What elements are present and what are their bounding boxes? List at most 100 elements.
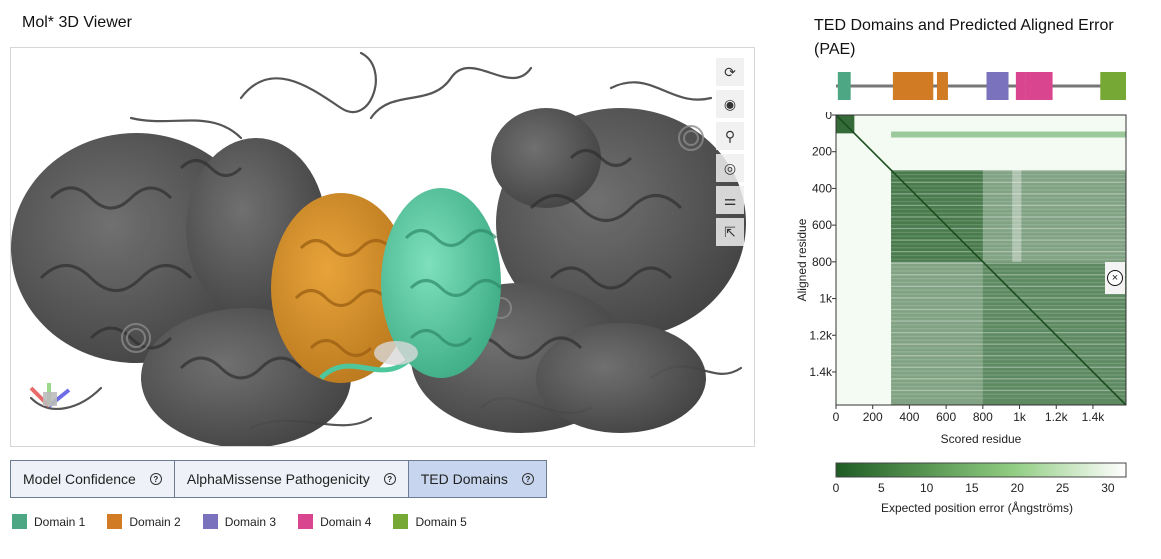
heatmap-stripe	[891, 324, 1126, 326]
legend-swatch	[12, 514, 27, 529]
ted-domain-track	[836, 72, 1126, 100]
reset-camera-button[interactable]: ⟳	[716, 58, 744, 86]
heatmap-stripe	[891, 212, 1126, 214]
heatmap-stripe	[891, 189, 1126, 191]
legend-label: Domain 2	[129, 514, 181, 529]
heatmap-stripe	[891, 304, 1126, 307]
legend-item: Domain 3	[202, 514, 276, 529]
heatmap-stripe	[891, 382, 1126, 384]
heatmap-stripe	[891, 270, 1126, 272]
heatmap-stripe	[891, 393, 1126, 395]
legend-swatch	[202, 514, 218, 529]
heatmap-stripe	[891, 397, 1126, 399]
heatmap-band	[1012, 170, 1022, 262]
help-icon[interactable]: ?	[149, 473, 162, 485]
scale-tick-label: 30	[1101, 481, 1115, 495]
pae-color-scale: 0 5 10 15 20 25 30 Expected position error (Ång…	[833, 462, 1127, 515]
heatmap-stripe	[891, 254, 1126, 257]
legend-swatch	[298, 514, 314, 529]
help-icon[interactable]: ?	[521, 473, 534, 485]
x-tick-label: 0	[833, 410, 840, 424]
tab-model-confidence[interactable]: Model Confidence?	[10, 460, 175, 498]
domain-segment[interactable]	[1015, 72, 1026, 100]
heatmap-stripe	[891, 281, 1126, 284]
heatmap-stripe	[891, 239, 1126, 241]
heatmap-stripe	[891, 297, 1126, 299]
legend-item: Domain 4	[298, 514, 371, 529]
heatmap-stripe	[891, 266, 1126, 268]
heatmap-stripe	[891, 231, 1126, 234]
heatmap-stripe	[891, 362, 1126, 365]
heatmap-stripe	[891, 370, 1126, 372]
heatmap-stripe	[891, 285, 1126, 287]
heatmap-stripe	[891, 193, 1126, 195]
pae-heatmap-chart[interactable]: 0 200 400 600 800 1k 1.2k 1.4k 0 200 400 600 800 1k 1.…	[795, 112, 1155, 452]
screenshot-button[interactable]: ◉	[716, 90, 744, 118]
heatmap-stripe	[891, 247, 1126, 249]
heatmap-stripe	[891, 378, 1126, 380]
x-tick-label: 1.4k	[1082, 410, 1106, 424]
legend-item: Domain 5	[393, 514, 467, 529]
y-tick-label: 800	[812, 255, 832, 269]
heatmap-stripe	[891, 173, 1126, 176]
heatmap-stripe	[891, 374, 1126, 376]
heatmap-stripe	[891, 227, 1126, 230]
x-tick-label: 800	[973, 410, 993, 424]
x-tick-label: 600	[936, 410, 956, 424]
heatmap-stripe	[891, 220, 1126, 222]
settings-button[interactable]: ⚌	[716, 186, 744, 214]
domain-segment[interactable]	[936, 72, 948, 100]
color-scale-bar	[835, 462, 1127, 478]
close-icon[interactable]: ×	[1107, 270, 1123, 286]
tab-label: AlphaMissense Pathogenicity	[186, 471, 370, 487]
y-tick-label: 1.4k	[809, 365, 833, 379]
help-icon[interactable]: ?	[383, 473, 396, 485]
tab-label: Model Confidence	[23, 471, 136, 487]
domain-segment[interactable]	[837, 72, 851, 100]
heatmap-stripe	[891, 235, 1126, 237]
domain-segment[interactable]	[1025, 72, 1053, 100]
domain-segment[interactable]	[986, 72, 1009, 100]
heatmap-stripe	[891, 277, 1126, 280]
domain-segment[interactable]	[892, 72, 934, 100]
heatmap-stripe	[891, 200, 1126, 203]
x-tick-label: 1.2k	[1045, 410, 1069, 424]
heatmap-diagonal	[835, 114, 1127, 406]
heatmap-stripe	[891, 262, 1126, 264]
selection-button[interactable]: ⇱	[716, 218, 744, 246]
viewer-toolbar: ⟳ ◉ ⚲ ◎ ⚌ ⇱	[716, 58, 744, 246]
heatmap-stripe	[891, 312, 1126, 314]
scale-tick-label: 15	[965, 481, 979, 495]
heatmap-stripe	[891, 224, 1126, 226]
molstar-viewer-canvas[interactable]: ⟳ ◉ ⚲ ◎ ⚌ ⇱	[10, 47, 755, 447]
heatmap-stripe	[891, 216, 1126, 218]
close-selection-button[interactable]: ×	[1105, 262, 1125, 294]
animation-button[interactable]: ◎	[716, 154, 744, 182]
axis-orientation-gizmo	[29, 383, 71, 408]
heatmap-stripe	[891, 181, 1126, 183]
heatmap-stripe	[891, 335, 1126, 338]
legend-label: Domain 4	[320, 514, 372, 529]
heatmap-stripe	[891, 385, 1126, 388]
heatmap-stripe	[891, 301, 1126, 303]
heatmap-stripe	[891, 170, 1126, 172]
tab-ted-domains[interactable]: TED Domains?	[407, 460, 547, 498]
settings-icon: ⚌	[723, 191, 737, 208]
y-tick-label: 200	[812, 145, 832, 159]
heatmap-stripe	[891, 389, 1126, 392]
y-tick-label: 0	[825, 112, 832, 122]
heatmap-stripe	[891, 351, 1126, 353]
heatmap-stripe	[891, 293, 1126, 295]
heatmap-stripe	[891, 355, 1126, 357]
y-tick-label: 1k	[819, 292, 833, 306]
heatmap-stripe	[891, 343, 1126, 345]
heatmap-stripe	[891, 197, 1126, 199]
reset-camera-icon: ⟳	[724, 63, 736, 80]
protein-structure-render[interactable]	[11, 48, 755, 447]
pae-title: TED Domains and Predicted Aligned Error …	[814, 17, 1114, 58]
tab-alphamissense-pathogenicity[interactable]: AlphaMissense Pathogenicity?	[173, 460, 409, 498]
heatmap-stripe	[891, 328, 1126, 330]
x-tick-label: 200	[863, 410, 883, 424]
zoom-button[interactable]: ⚲	[716, 122, 744, 150]
domain-segment[interactable]	[1100, 72, 1126, 100]
